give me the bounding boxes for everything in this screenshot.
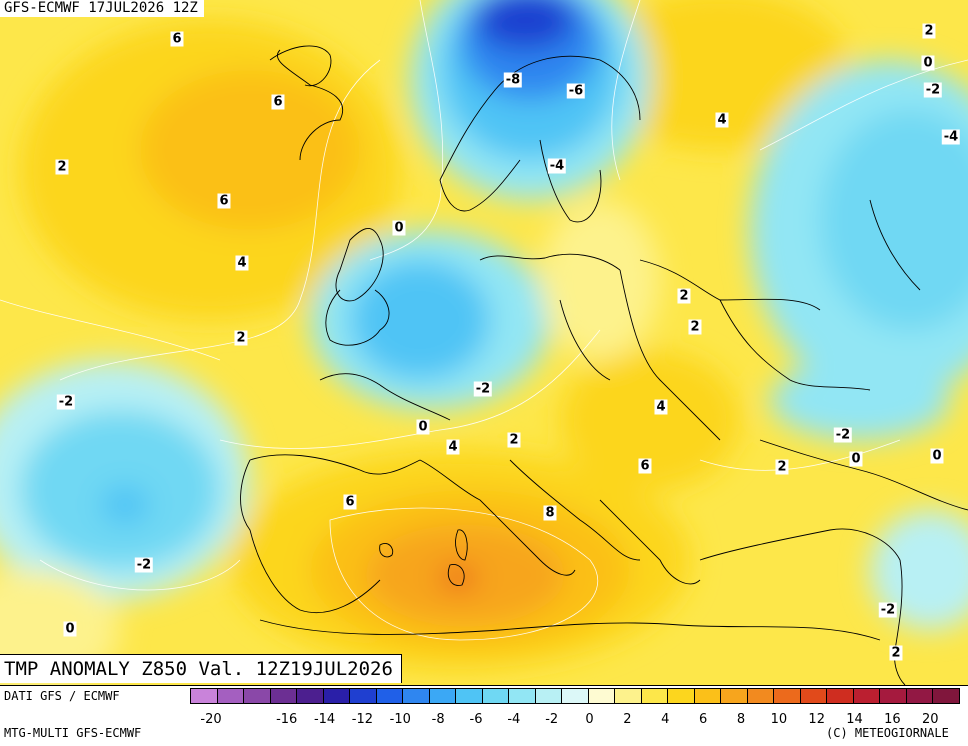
legend-tick-label: 12: [808, 712, 825, 727]
legend-swatch: [269, 688, 297, 704]
legend-tick-label: -2: [545, 712, 559, 727]
contour-value-label: -6: [566, 83, 586, 99]
legend-swatch: [905, 688, 933, 704]
contour-value-label: 2: [55, 159, 69, 175]
legend-swatch: [375, 688, 403, 704]
legend-swatch: [508, 688, 536, 704]
legend-tick-label: -8: [431, 712, 445, 727]
contour-value-label: 6: [271, 94, 285, 110]
legend-swatch: [640, 688, 668, 704]
legend-swatch: [667, 688, 695, 704]
legend-swatch: [826, 688, 854, 704]
legend-swatch: [587, 688, 615, 704]
legend-tick-label: 4: [661, 712, 670, 727]
data-source-text: DATI GFS / ECMWF: [4, 689, 120, 703]
legend-swatch: [349, 688, 377, 704]
contour-value-label: -2: [833, 427, 853, 443]
contour-value-label: 6: [638, 458, 652, 474]
contour-value-label: 4: [235, 255, 249, 271]
contour-value-label: 6: [217, 193, 231, 209]
contour-value-label: 2: [922, 23, 936, 39]
legend-swatch: [614, 688, 642, 704]
legend-swatch: [879, 688, 907, 704]
legend-tick-label: 2: [623, 712, 632, 727]
legend-swatch: [693, 688, 721, 704]
contour-value-label: 4: [446, 439, 460, 455]
contour-value-label: 4: [654, 399, 668, 415]
legend-swatch: [773, 688, 801, 704]
contour-value-label: -4: [941, 129, 961, 145]
legend-swatch: [455, 688, 483, 704]
legend-tick-label: 20: [922, 712, 939, 727]
legend-swatch: [216, 688, 244, 704]
legend-tick-label: 6: [699, 712, 708, 727]
contour-value-label: 2: [234, 330, 248, 346]
contour-value-label: -2: [878, 602, 898, 618]
model-name-text: MTG-MULTI GFS-ECMWF: [4, 726, 142, 740]
legend-swatch: [296, 688, 324, 704]
legend-tick-label: -14: [313, 712, 336, 727]
legend-swatch: [481, 688, 509, 704]
contour-value-label: 0: [63, 621, 77, 637]
legend-tick-label: -4: [507, 712, 521, 727]
legend-tick-label: -16: [276, 712, 298, 727]
contour-value-label: 0: [930, 448, 944, 464]
contour-value-label: 2: [677, 288, 691, 304]
legend-swatch: [190, 688, 218, 704]
contour-value-label: -4: [547, 158, 567, 174]
legend-tick-label: -6: [469, 712, 483, 727]
legend-tick-label: -20: [200, 712, 222, 727]
contour-value-label: 0: [849, 451, 863, 467]
legend-swatch: [932, 688, 960, 704]
legend-tick-label: 0: [585, 712, 594, 727]
legend-swatch: [322, 688, 350, 704]
contour-value-label: 0: [921, 55, 935, 71]
footer: DATI GFS / ECMWF MTG-MULTI GFS-ECMWF (C)…: [0, 685, 968, 746]
contour-value-label: -2: [56, 394, 76, 410]
legend-swatch: [561, 688, 589, 704]
contour-value-label: 8: [543, 505, 557, 521]
legend-tick-label: -12: [351, 712, 374, 727]
map-title: TMP ANOMALY Z850 Val. 12Z19JUL2026: [0, 654, 402, 683]
legend-tick-label: 14: [846, 712, 863, 727]
legend-swatch: [852, 688, 880, 704]
legend-swatch: [428, 688, 456, 704]
contour-value-label: 6: [170, 31, 184, 47]
legend-tick-label: 10: [770, 712, 788, 727]
copyright-text: (C) METEOGIORNALE: [826, 726, 949, 740]
legend-tick-label: -10: [389, 712, 411, 727]
legend-swatch: [799, 688, 827, 704]
contour-value-label: -2: [134, 557, 154, 573]
legend-swatch: [402, 688, 430, 704]
contour-value-label: 2: [775, 459, 789, 475]
legend-swatch: [243, 688, 271, 704]
contour-value-label: 0: [416, 419, 430, 435]
contour-value-label: -2: [473, 381, 493, 397]
contour-value-label: 0: [392, 220, 406, 236]
legend-tick-label: 16: [884, 712, 901, 727]
contour-value-label: 6: [343, 494, 357, 510]
contour-value-label: 2: [688, 319, 702, 335]
temperature-anomaly-map: 6 6 2 6 4 2 0 -2 -2 0 -8 -6 -4 4 2 0 -2 -4 2 2 -2 2 4 4 6 6 8 -2 2 0 0…: [0, 0, 968, 685]
legend-swatch: [746, 688, 774, 704]
legend-tick-label: 8: [736, 712, 746, 727]
contour-value-label: -2: [923, 82, 943, 98]
contour-value-label: -8: [503, 72, 523, 88]
legend-swatch: [534, 688, 562, 704]
contour-value-label: 2: [507, 432, 521, 448]
contour-value-label: 2: [889, 645, 903, 661]
model-run-header: GFS-ECMWF 17JUL2026 12Z: [0, 0, 204, 17]
contour-value-label: 4: [715, 112, 729, 128]
legend-swatch: [720, 688, 748, 704]
